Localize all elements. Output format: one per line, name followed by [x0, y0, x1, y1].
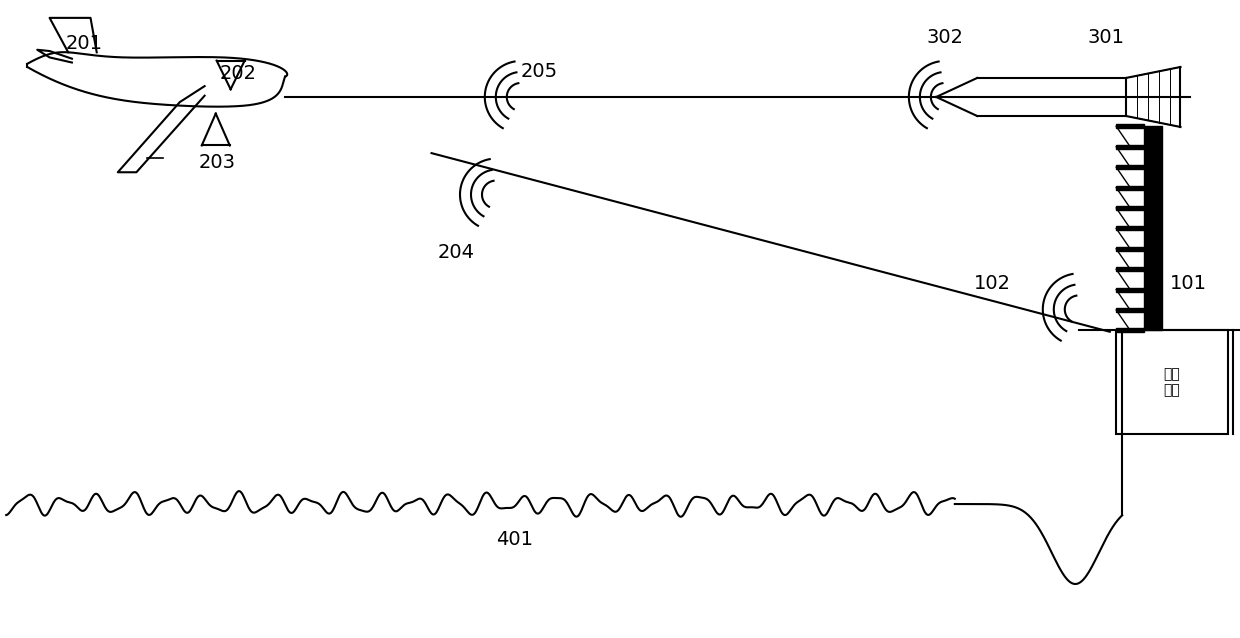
- Bar: [1116, 329, 1145, 332]
- Text: 301: 301: [1087, 27, 1125, 47]
- Bar: [1116, 165, 1145, 169]
- Bar: [1116, 226, 1145, 230]
- Text: 205: 205: [521, 62, 558, 81]
- Bar: [1116, 308, 1145, 312]
- Text: 302: 302: [926, 27, 963, 47]
- Text: 102: 102: [973, 274, 1011, 293]
- Text: 204: 204: [438, 242, 475, 262]
- Text: 203: 203: [198, 153, 236, 172]
- Text: 401: 401: [496, 530, 533, 549]
- Bar: [1145, 126, 1162, 330]
- Text: 202: 202: [219, 64, 257, 83]
- Bar: [1116, 124, 1145, 128]
- Text: 101: 101: [1169, 274, 1207, 293]
- Bar: [1116, 145, 1145, 149]
- Bar: [1116, 330, 1228, 434]
- Bar: [1116, 267, 1145, 271]
- Bar: [1116, 247, 1145, 251]
- Bar: [1116, 186, 1145, 189]
- Text: 201: 201: [66, 34, 103, 53]
- Bar: [1116, 288, 1145, 292]
- Bar: [1116, 206, 1145, 210]
- Text: 雷达
系统: 雷达 系统: [1163, 367, 1180, 397]
